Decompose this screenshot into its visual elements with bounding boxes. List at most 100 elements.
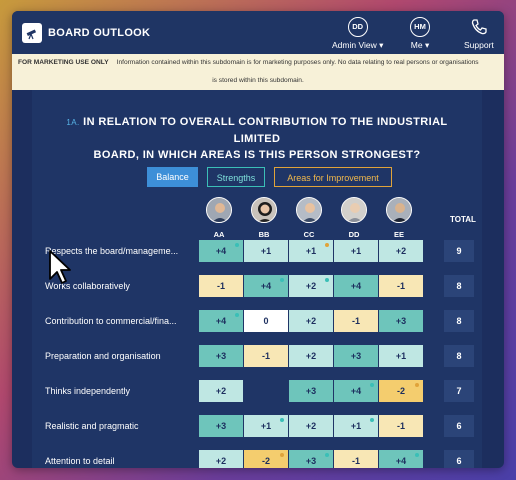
score-cell[interactable]: +1 [379,345,423,367]
table-row: Thinks independently +2 +3 +4 -2 7 [32,380,482,402]
person-photo-ee[interactable] [386,197,412,223]
score-cell[interactable]: +1 [334,415,378,437]
score-value: +4 [350,281,362,291]
mouse-cursor-icon [49,250,71,284]
person-label-cc: CC [303,230,315,239]
score-value: +2 [305,281,317,291]
score-value: +2 [215,386,227,396]
table-row: Works collaboratively -1 +4 +2 +4 -1 8 [32,275,482,297]
brand-name: BOARD OUTLOOK [48,27,151,39]
score-value: -1 [261,351,270,361]
score-cell[interactable]: -1 [379,415,423,437]
row-label[interactable]: Realistic and pragmatic [45,421,139,431]
row-label[interactable]: Preparation and organisation [45,351,161,361]
row-total: 6 [444,450,474,468]
comment-indicator-icon [415,383,419,387]
score-value: +3 [215,421,227,431]
score-value: -1 [351,456,360,466]
score-cell[interactable]: +2 [289,275,333,297]
score-cell[interactable]: -2 [379,380,423,402]
score-cell[interactable]: +1 [289,240,333,262]
score-cell[interactable]: +4 [379,450,423,468]
admin-view-label: Admin View ▾ [332,40,384,50]
score-value: +2 [305,316,317,326]
score-cell[interactable]: -2 [244,450,288,468]
score-cell[interactable]: -1 [334,450,378,468]
score-cell[interactable]: +4 [244,275,288,297]
score-cell[interactable]: +2 [289,310,333,332]
tab-areas-for-improvement[interactable]: Areas for Improvement [274,167,392,187]
row-label[interactable]: Thinks independently [45,386,131,396]
score-cell[interactable]: -1 [379,275,423,297]
score-cell[interactable]: +2 [199,380,243,402]
person-photo-dd[interactable] [341,197,367,223]
admin-view-menu[interactable]: DD Admin View ▾ [332,17,383,51]
score-cell[interactable]: +1 [244,240,288,262]
table-row: Contribution to commercial/fina... +4 0 +2 -… [32,310,482,332]
score-value: +1 [305,246,317,256]
score-value: +1 [350,421,362,431]
me-menu[interactable]: HM Me ▾ [410,17,430,51]
score-value: -1 [396,281,405,291]
score-value: +3 [215,351,227,361]
person-label-ee: EE [393,230,404,239]
score-value: +4 [260,281,272,291]
notice-tag: FOR MARKETING USE ONLY [18,59,109,66]
row-total: 8 [444,310,474,332]
score-value: +3 [350,351,362,361]
score-cell[interactable]: +3 [199,345,243,367]
row-total: 6 [444,415,474,437]
score-cell[interactable]: +3 [289,380,333,402]
support-label: Support [464,40,494,50]
score-value: +4 [215,316,227,326]
score-cell[interactable]: +3 [289,450,333,468]
score-cell[interactable]: +2 [289,415,333,437]
question-title: 1A. IN RELATION TO OVERALL CONTRIBUTION … [42,114,472,163]
score-cell[interactable]: -1 [244,345,288,367]
row-total: 8 [444,275,474,297]
comment-indicator-icon [325,278,329,282]
row-label[interactable]: Contribution to commercial/fina... [45,316,177,326]
notice-text-1: Information contained within this subdom… [116,59,479,66]
score-value: +4 [350,386,362,396]
question-text-line1: IN RELATION TO OVERALL CONTRIBUTION TO T… [83,116,448,145]
question-panel: 1A. IN RELATION TO OVERALL CONTRIBUTION … [32,90,482,468]
score-cell[interactable]: +3 [199,415,243,437]
comment-indicator-icon [280,418,284,422]
comment-indicator-icon [415,453,419,457]
comment-indicator-icon [325,453,329,457]
score-cell[interactable]: 0 [244,310,288,332]
score-cell[interactable]: +1 [244,415,288,437]
score-cell[interactable]: +2 [379,240,423,262]
person-photo-aa[interactable] [206,197,232,223]
score-cell[interactable]: +3 [379,310,423,332]
score-cell[interactable]: +4 [334,275,378,297]
score-cell[interactable]: +4 [334,380,378,402]
support-link[interactable]: Support [464,17,494,50]
score-cell[interactable]: +4 [199,240,243,262]
total-header: TOTAL [450,215,476,224]
person-photo-cc[interactable] [296,197,322,223]
tab-strengths[interactable]: Strengths [207,167,265,187]
score-value: 0 [263,316,269,326]
brand[interactable]: BOARD OUTLOOK [22,23,150,43]
person-photo-bb[interactable] [251,197,277,223]
table-row: Attention to detail +2 -2 +3 -1 +4 6 [32,450,482,468]
score-cell[interactable]: +1 [334,240,378,262]
me-avatar: HM [410,17,430,37]
score-cell[interactable]: +4 [199,310,243,332]
score-value: +4 [395,456,407,466]
score-cell[interactable]: -1 [334,310,378,332]
table-row: Respects the board/manageme... +4 +1 +1 +1 +2… [32,240,482,262]
score-cell[interactable]: -1 [199,275,243,297]
score-cell[interactable]: +3 [334,345,378,367]
score-value: +2 [305,421,317,431]
person-label-aa: AA [213,230,225,239]
score-cell[interactable]: +2 [289,345,333,367]
tab-balance[interactable]: Balance [147,167,198,187]
row-label[interactable]: Attention to detail [45,456,115,466]
question-text-line2: BOARD, IN WHICH AREAS IS THIS PERSON STR… [93,149,421,161]
table-row: Realistic and pragmatic +3 +1 +2 +1 -1 6 [32,415,482,437]
score-value: -1 [216,281,225,291]
score-cell[interactable]: +2 [199,450,243,468]
